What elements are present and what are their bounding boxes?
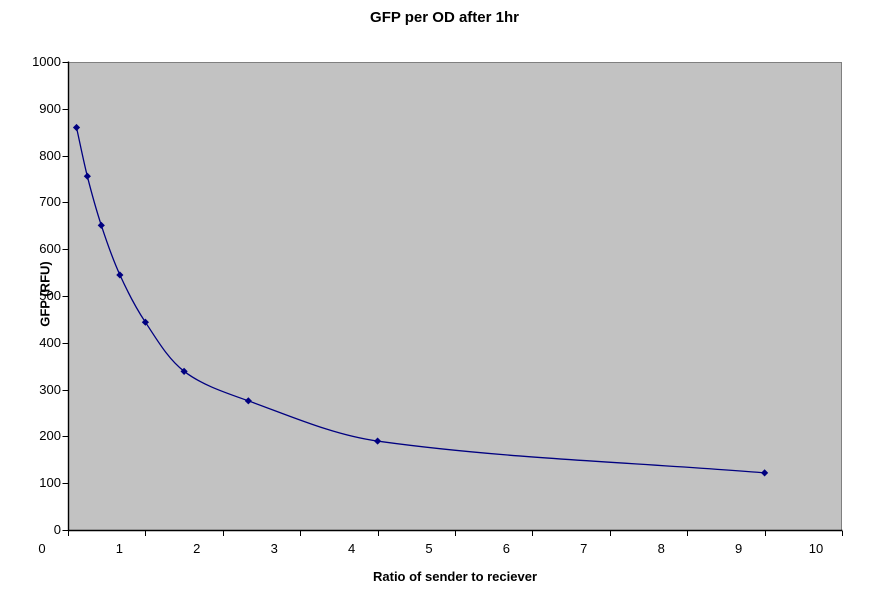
data-point-diamond-marker xyxy=(97,221,105,229)
y-tick-label: 100 xyxy=(39,475,61,491)
x-tick-label: 3 xyxy=(270,541,278,556)
x-tick-label: 6 xyxy=(502,541,510,556)
y-tick-label: 300 xyxy=(39,381,61,397)
x-tick-label: 4 xyxy=(347,541,356,556)
x-tick-label: 2 xyxy=(193,541,201,556)
data-point-diamond-marker xyxy=(180,367,188,375)
chart-title: GFP per OD after 1hr xyxy=(370,9,519,26)
x-tick-label: 0 xyxy=(38,541,46,556)
series-line xyxy=(75,127,765,474)
data-point-diamond-marker xyxy=(83,172,91,180)
plot-area xyxy=(68,62,842,530)
data-point-diamond-marker xyxy=(761,469,769,477)
y-axis-title: GFP (RFU) xyxy=(37,261,53,327)
data-point-diamond-marker xyxy=(244,397,252,405)
x-tick-label: 9 xyxy=(734,541,743,556)
x-tick-label: 1 xyxy=(115,541,123,556)
y-tick-label: 500 xyxy=(39,288,61,303)
x-tick-label: 5 xyxy=(425,541,433,556)
y-tick-label: 900 xyxy=(39,100,61,116)
y-tick-label: 700 xyxy=(39,194,61,210)
data-point-diamond-marker xyxy=(141,318,149,326)
y-tick-label: 400 xyxy=(39,334,61,350)
data-point-diamond-marker xyxy=(116,271,124,279)
data-point-diamond-marker xyxy=(374,437,382,445)
data-point-diamond-marker xyxy=(72,123,81,132)
x-axis-title: Ratio of sender to reciever xyxy=(373,569,537,584)
y-tick-label: 800 xyxy=(39,147,61,163)
y-tick-label: 600 xyxy=(39,241,61,257)
y-tick-label: 1000 xyxy=(32,54,61,69)
y-tick-label: 0 xyxy=(53,522,61,537)
x-tick-label: 7 xyxy=(580,541,588,556)
y-tick-label: 200 xyxy=(39,428,61,444)
x-tick-label: 10 xyxy=(808,541,824,556)
x-tick-label: 8 xyxy=(657,541,665,556)
